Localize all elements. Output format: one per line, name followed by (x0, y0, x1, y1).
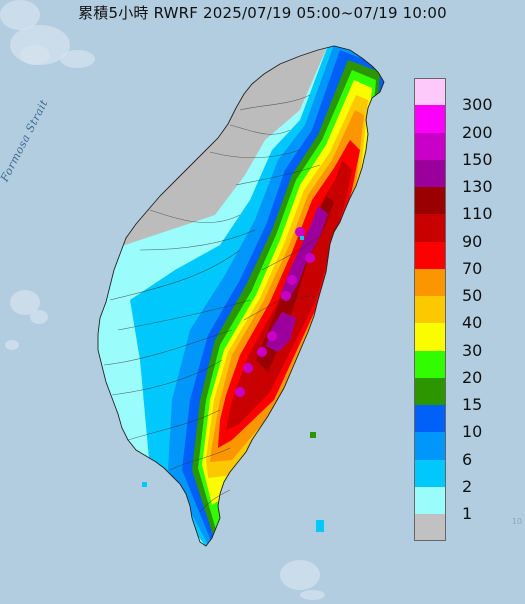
legend-label: 300 (462, 95, 493, 115)
legend-row: 6 (414, 432, 496, 469)
legend-swatch (414, 514, 446, 542)
small-islet (142, 482, 147, 487)
legend-row: 1 (414, 486, 496, 523)
river-line (103, 329, 233, 366)
river-line (117, 299, 251, 331)
cloud-speckle (10, 290, 40, 315)
river-line (239, 94, 311, 111)
river-line (149, 209, 241, 223)
river-line (243, 295, 315, 321)
legend-row: 20 (414, 350, 496, 387)
cloud-speckle (300, 590, 325, 600)
small-islet (300, 236, 304, 240)
legend-label: 70 (462, 258, 483, 278)
legend-swatch (414, 268, 446, 296)
legend-row: 40 (414, 296, 496, 332)
legend-label: 90 (462, 231, 483, 251)
legend-swatch (414, 323, 446, 351)
legend-row: 15 (414, 377, 496, 414)
legend-label: 2 (462, 476, 473, 496)
green-islet (310, 432, 316, 438)
river-line (235, 164, 321, 186)
legend-swatch (414, 132, 446, 160)
legend-swatch (414, 214, 446, 242)
legend-row: 150 (414, 132, 496, 169)
river-line (139, 229, 256, 251)
heavy-rain-cell (281, 291, 291, 301)
legend-swatch (414, 405, 446, 433)
cloud-speckles (0, 0, 325, 600)
river-line (127, 409, 221, 441)
legend-swatch (414, 187, 446, 215)
river-line (111, 359, 223, 396)
legend-label: 110 (462, 204, 493, 224)
legend-swatch (414, 432, 446, 460)
legend-row (414, 514, 496, 542)
taiwan-island (98, 46, 384, 546)
heavy-rain-cell (305, 253, 315, 263)
legend-label: 40 (462, 313, 483, 333)
legend-label: 6 (462, 449, 473, 469)
map-title: 累積5小時 RWRF 2025/07/19 05:00~07/19 10:00 (78, 4, 447, 22)
legend-label: 15 (462, 395, 483, 414)
river-line (261, 231, 327, 271)
legend-row: 90 (414, 214, 496, 251)
heavy-rain-cell (267, 331, 277, 341)
cloud-speckle (20, 45, 50, 65)
legend-swatch (414, 78, 446, 106)
cloud-speckle (280, 560, 320, 590)
cloud-speckle (30, 310, 48, 324)
cloud-speckle (0, 0, 40, 30)
river-line (229, 124, 291, 135)
legend-row: 130 (414, 159, 496, 196)
legend-swatch (414, 377, 446, 405)
legend-swatch (414, 350, 446, 378)
legend-label: 200 (462, 122, 493, 142)
heavy-rain-cell (295, 227, 305, 237)
legend-label: 30 (462, 340, 483, 360)
heavy-rain-cell (257, 347, 267, 357)
legend-label: 10 (462, 422, 483, 442)
legend-row: 110 (414, 187, 496, 223)
legend-row: 70 (414, 241, 496, 278)
heavy-rain-cell (243, 363, 253, 373)
offshore-islets (142, 236, 324, 532)
legend-label: 50 (462, 286, 483, 305)
heavy-rain-cell (235, 387, 245, 397)
river-lines (103, 94, 327, 513)
legend-row: 200 (414, 105, 496, 142)
legend-swatch (414, 296, 446, 324)
legend-swatch (414, 241, 446, 269)
corner-tick: 10 (511, 517, 522, 526)
legend-swatch (414, 159, 446, 187)
legend-swatch (414, 486, 446, 514)
rainfall-legend: 300 200 150 130 110 90 70 50 40 30 20 15 10 6 2 1 (414, 78, 496, 542)
river-line (109, 249, 241, 301)
legend-row: 30 (414, 323, 496, 360)
legend-row: 300 (414, 78, 496, 114)
legend-label: 20 (462, 367, 483, 387)
river-line (209, 149, 301, 159)
legend-label: 150 (462, 149, 493, 169)
river-line (169, 447, 231, 471)
legend-row: 2 (414, 459, 496, 496)
river-line (199, 489, 231, 513)
legend-swatch (414, 105, 446, 133)
cloud-speckle (60, 50, 95, 68)
legend-label: 1 (462, 504, 473, 523)
legend-swatch (414, 459, 446, 487)
legend-row: 50 (414, 268, 496, 305)
legend-row: 10 (414, 405, 496, 441)
heavy-rain-cell (287, 275, 297, 285)
lanyu-islet (316, 520, 324, 532)
rain-band (266, 312, 296, 352)
rain-bands (98, 46, 384, 546)
cloud-speckle (5, 340, 19, 350)
island-outline (97, 45, 385, 547)
legend-label: 130 (462, 177, 493, 196)
